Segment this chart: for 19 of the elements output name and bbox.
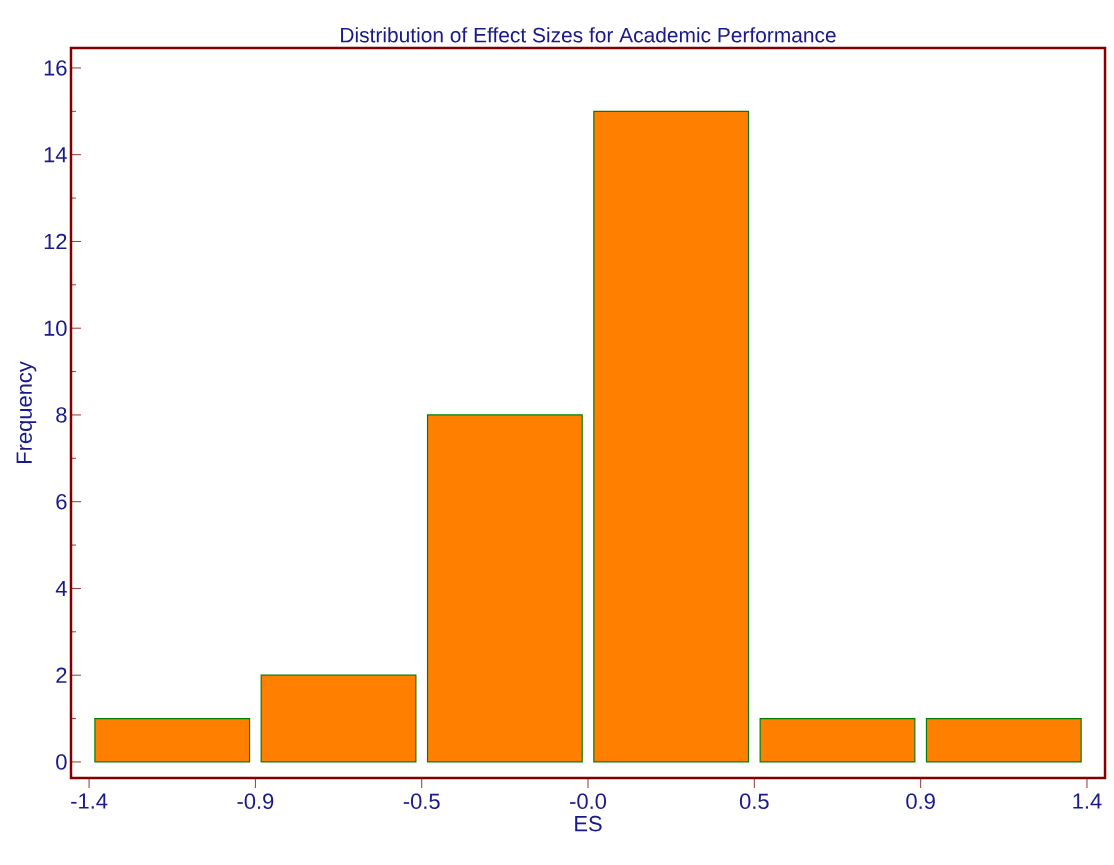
y-tick-label: 4 [55,580,67,596]
x-tick-label: 0.5 [739,793,769,810]
x-tick-label: 1.4 [1073,793,1102,809]
chart-title: Distribution of Effect Sizes for Academic Performance [341,27,836,43]
y-tick-label: 10 [44,320,67,336]
x-tick-label: -1.4 [71,793,108,809]
y-tick-label: 16 [44,60,67,76]
x-tick-label: -0.0 [570,793,607,810]
x-tick-label: 0.9 [906,793,935,810]
y-axis-title: Frequency [16,361,37,463]
y-tick-label: 8 [56,407,67,423]
x-tick-label: -0.5 [403,793,440,810]
x-tick-label: -0.9 [237,793,274,810]
y-tick-label: 0 [56,754,67,770]
y-tick-label: 14 [44,147,67,163]
y-tick-label: 6 [56,493,67,510]
x-axis-title: ES [575,815,602,832]
y-tick-label: 12 [44,233,67,250]
y-tick-label: 2 [56,667,67,683]
